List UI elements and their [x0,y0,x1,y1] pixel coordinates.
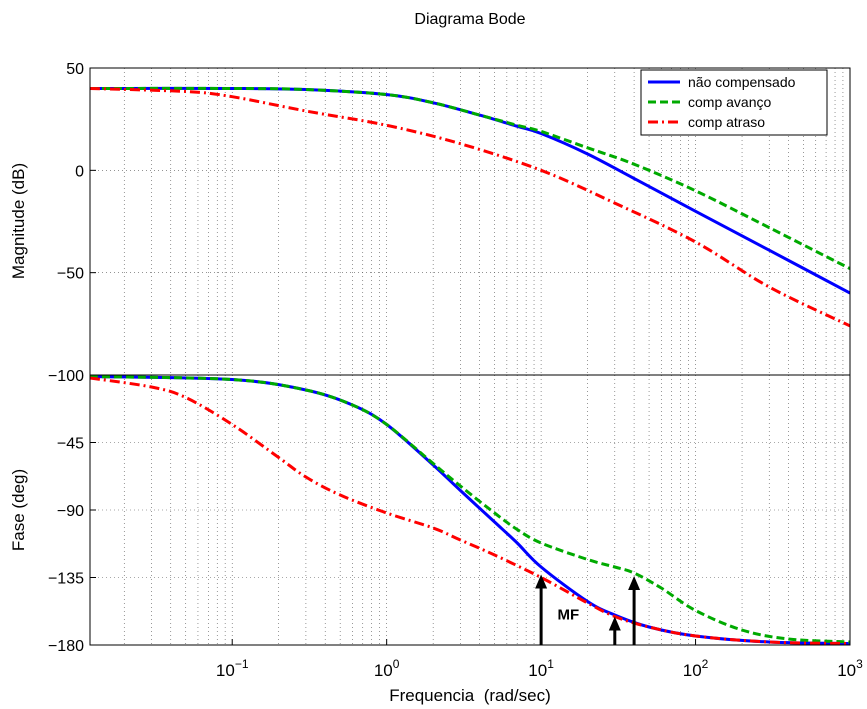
arrow-head [628,576,641,590]
phase-xtick-label: 103 [837,657,863,680]
magnitude-ytick-label: −50 [57,266,84,283]
legend-label-lead: comp avanço [688,94,771,110]
arrow-head [608,616,621,631]
phase-ytick-label: −180 [48,638,84,655]
legend-item-lag: comp atraso [648,114,765,130]
phase-y-ticks: −180 −135 −90 −45 [48,436,96,655]
magnitude-ytick-label: −100 [48,368,84,385]
legend-item-uncompensated: não compensado [648,74,796,90]
phase-xtick-label: 102 [683,657,709,680]
phase-series-2 [90,376,850,645]
magnitude-series-group [90,86,850,328]
legend: não compensado comp avanço comp atraso [640,69,828,136]
phase-margin-arrow [628,576,641,645]
legend-label-uncompensated: não compensado [688,74,796,90]
magnitude-ylabel: Magnitude (dB) [9,163,28,279]
phase-annotations: MF [535,574,641,645]
phase-margin-arrow [535,574,548,645]
magnitude-series-1 [90,86,850,270]
magnitude-ytick-label: 50 [66,61,84,78]
magnitude-y-ticks: −100 −50 0 50 [48,61,96,385]
phase-xtick-label: 101 [528,657,554,680]
magnitude-series-2 [90,87,850,328]
figure-title: Diagrama Bode [414,11,525,28]
phase-ytick-label: −90 [57,503,84,520]
legend-label-lag: comp atraso [688,114,765,130]
x-axis-label: Frequencia (rad/sec) [389,686,551,705]
phase-xtick-label: 100 [374,657,400,680]
phase-x-ticks: 10−1 100 101 102 103 [216,639,863,680]
phase-ytick-label: −45 [57,436,84,453]
phase-panel: −180 −135 −90 −45 10−1 100 101 102 103 MF Fase … [9,374,863,680]
magnitude-grid [90,68,850,375]
phase-ylabel: Fase (deg) [9,469,28,551]
phase-grid [90,375,850,645]
legend-item-lead: comp avanço [648,94,771,110]
phase-margin-label: MF [557,607,579,624]
phase-xtick-label: 10−1 [216,657,249,680]
arrow-head [535,574,548,589]
phase-series-group [90,375,850,645]
magnitude-ytick-label: 0 [75,163,84,180]
phase-ytick-label: −135 [48,571,84,588]
phase-series-1 [90,375,850,644]
magnitude-panel: −100 −50 0 50 Magnitude (dB) não compensado… [9,61,851,385]
phase-margin-arrow [608,616,621,645]
